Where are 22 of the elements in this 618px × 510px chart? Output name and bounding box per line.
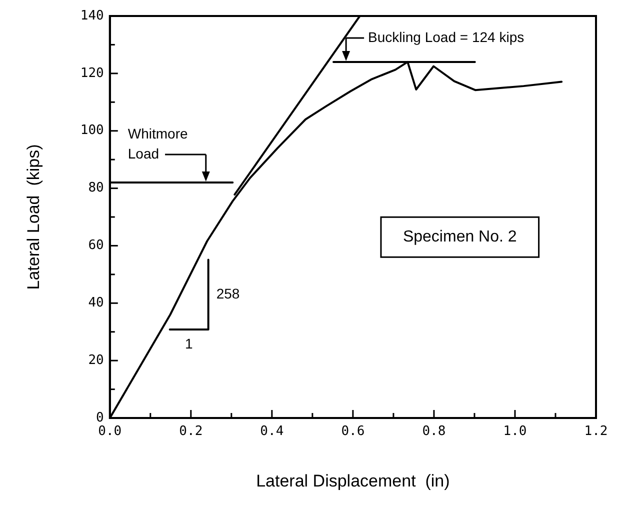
y-axis-title: Lateral Load (kips): [24, 144, 43, 290]
y-tick-label: 120: [80, 66, 104, 81]
x-tick-label: 0.4: [260, 424, 284, 440]
x-tick-label: 0.8: [422, 424, 446, 440]
y-tick-label: 0: [96, 410, 104, 426]
x-axis-title: Lateral Displacement (in): [256, 471, 450, 490]
annotation: Buckling Load = 124 kips: [368, 28, 524, 45]
x-tick-label: 0.2: [179, 424, 203, 440]
annotation: 258: [216, 285, 240, 302]
y-tick-label: 100: [80, 123, 104, 138]
x-tick-label: 1.2: [584, 424, 608, 440]
y-tick-label: 40: [88, 296, 104, 311]
y-tick-label: 20: [88, 352, 104, 368]
x-tick-label: 0.0: [98, 424, 122, 440]
annotation: 1: [184, 335, 193, 352]
y-tick-label: 80: [88, 180, 104, 196]
x-tick-label: 1.0: [503, 424, 527, 440]
annotation: Whitmore Load: [128, 125, 188, 162]
y-tick-label: 60: [88, 238, 104, 254]
x-tick-label: 0.6: [341, 424, 365, 440]
annotation: Specimen No. 2: [402, 228, 517, 246]
y-tick-label: 140: [80, 8, 104, 24]
